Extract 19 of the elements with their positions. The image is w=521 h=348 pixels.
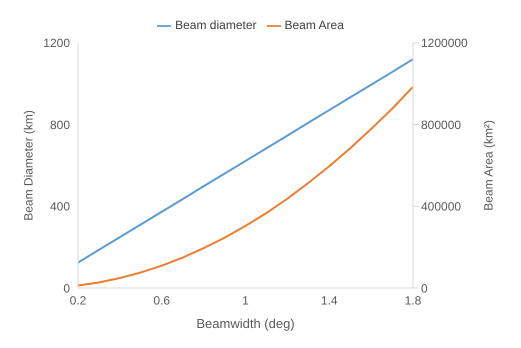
y2-tick-label: 0 [421,281,428,296]
line-series [78,58,413,264]
legend-label: Beam diameter [175,18,256,32]
y2-tick-label: 1200000 [421,36,468,50]
x-tick-label: 1 [242,294,250,308]
x-tick-label: 1.8 [404,294,422,308]
x-tick-label: 0.6 [153,294,170,308]
legend-label: Beam Area [284,18,344,32]
y2-tick-label: 800000 [421,118,462,132]
x-tick-label: 0.2 [70,294,87,308]
y2-axis-title: Beam Area (km²) [481,120,496,211]
y-tick-label: 0 [63,281,70,296]
y-axis-title: Beam Diameter (km) [21,110,36,221]
y-tick-label: 400 [50,200,70,214]
x-tick-label: 1.4 [320,294,338,308]
y2-tick-label: 400000 [421,200,462,214]
y-tick-label: 1200 [43,36,70,50]
x-axis-title: Beamwidth (deg) [196,316,295,331]
y-tick-label: 800 [50,118,70,132]
